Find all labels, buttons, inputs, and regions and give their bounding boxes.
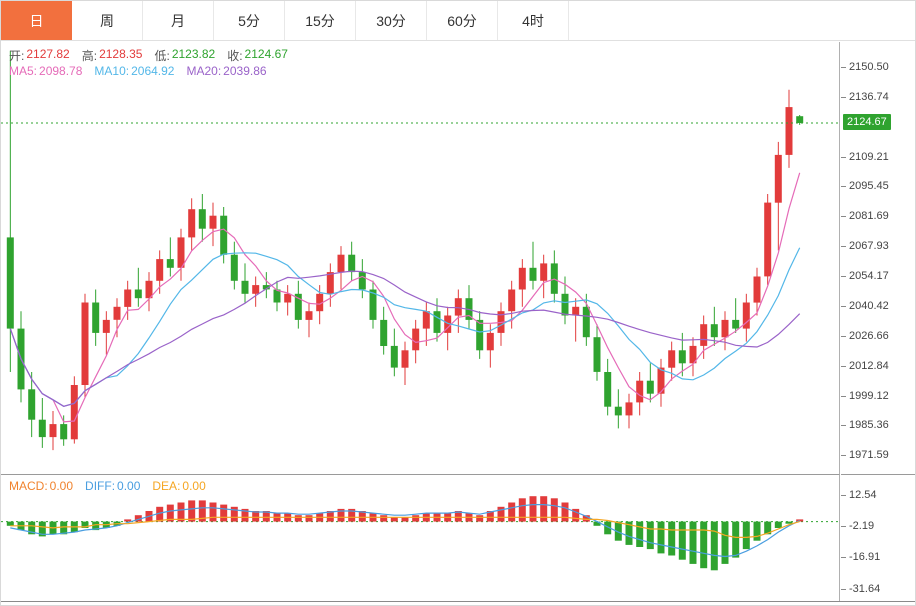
price-axis-label: 2040.42 bbox=[849, 300, 889, 312]
main-chart-panel: 开: 2127.82 高: 2128.35 低: 2123.82 收: 2124.67 … bbox=[1, 42, 840, 474]
macd-readout: MACD: 0.00 DIFF: 0.00 DEA: 0.00 bbox=[9, 479, 206, 493]
price-axis: 2124.67 2150.50 2136.74 2109.21 2095.45 2081… bbox=[841, 42, 915, 474]
price-axis-label: 1985.36 bbox=[849, 419, 889, 431]
ohlc-readout: 开: 2127.82 高: 2128.35 低: 2123.82 收: 2124.67 bbox=[9, 47, 288, 64]
axis-tick bbox=[841, 67, 846, 68]
axis-tick bbox=[841, 97, 846, 98]
axis-tick bbox=[841, 425, 846, 426]
price-axis-label: 2067.93 bbox=[849, 240, 889, 252]
ma5-readout: MA5: 2098.78 bbox=[9, 64, 83, 78]
axis-tick bbox=[841, 216, 846, 217]
ma-lines-layer bbox=[9, 172, 801, 423]
axis-tick bbox=[841, 186, 846, 187]
macd-axis: 12.54 -2.19 -16.91 -31.64 bbox=[841, 474, 915, 601]
low-value: 2123.82 bbox=[171, 47, 216, 61]
dea-value: DEA: 0.00 bbox=[152, 479, 206, 493]
candles-layer bbox=[6, 50, 804, 451]
ma-readout: MA5: 2098.78 MA10: 2064.92 MA20: 2039.86 bbox=[9, 64, 267, 78]
price-axis-label: 2150.50 bbox=[849, 61, 889, 73]
tab-day[interactable]: 日 bbox=[1, 1, 72, 40]
tab-week[interactable]: 周 bbox=[72, 1, 143, 40]
price-axis-label: 2095.45 bbox=[849, 180, 889, 192]
axis-tick bbox=[841, 276, 846, 277]
axis-tick bbox=[841, 589, 846, 590]
axis-tick bbox=[841, 495, 846, 496]
axis-tick bbox=[841, 366, 846, 367]
high-label: 高: bbox=[81, 49, 98, 63]
macd-histogram-layer bbox=[6, 496, 804, 571]
macd-axis-label: -31.64 bbox=[849, 583, 881, 595]
open-label: 开: bbox=[9, 49, 25, 63]
price-axis-label: 1999.12 bbox=[849, 390, 889, 402]
ma10-readout: MA10: 2064.92 bbox=[94, 64, 175, 78]
open-value: 2127.82 bbox=[26, 47, 70, 61]
macd-value: MACD: 0.00 bbox=[9, 479, 74, 493]
close-label: 收: bbox=[227, 49, 243, 63]
axis-tick bbox=[841, 246, 846, 247]
candlestick-chart[interactable] bbox=[1, 42, 840, 474]
tab-4hour[interactable]: 4时 bbox=[498, 1, 569, 40]
axis-tick bbox=[841, 526, 846, 527]
price-axis-label: 2081.69 bbox=[849, 210, 889, 222]
macd-axis-label: 12.54 bbox=[849, 489, 877, 501]
price-axis-label: 2026.66 bbox=[849, 330, 889, 342]
high-value: 2128.35 bbox=[99, 47, 143, 61]
close-value: 2124.67 bbox=[244, 47, 288, 61]
ma20-readout: MA20: 2039.86 bbox=[186, 64, 267, 78]
price-axis-label: 2054.17 bbox=[849, 270, 889, 282]
divider bbox=[1, 601, 915, 602]
price-axis-label: 2012.84 bbox=[849, 360, 889, 372]
diff-value: DIFF: 0.00 bbox=[85, 479, 141, 493]
tab-5min[interactable]: 5分 bbox=[214, 1, 285, 40]
tab-60min[interactable]: 60分 bbox=[427, 1, 498, 40]
price-axis-label: 1971.59 bbox=[849, 449, 889, 461]
macd-axis-label: -16.91 bbox=[849, 551, 881, 563]
tab-15min[interactable]: 15分 bbox=[285, 1, 356, 40]
axis-tick bbox=[841, 455, 846, 456]
macd-axis-label: -2.19 bbox=[849, 520, 875, 532]
price-axis-label: 2109.21 bbox=[849, 151, 889, 163]
axis-tick bbox=[841, 157, 846, 158]
macd-panel: MACD: 0.00 DIFF: 0.00 DEA: 0.00 bbox=[1, 474, 840, 601]
macd-chart[interactable] bbox=[1, 475, 840, 602]
timeframe-tabs: 日 周 月 5分 15分 30分 60分 4时 bbox=[1, 1, 915, 41]
axis-tick bbox=[841, 306, 846, 307]
macd-lines-layer bbox=[10, 504, 800, 558]
tab-month[interactable]: 月 bbox=[143, 1, 214, 40]
axis-tick bbox=[841, 557, 846, 558]
axis-tick bbox=[841, 396, 846, 397]
axis-tick bbox=[841, 336, 846, 337]
current-price-tag: 2124.67 bbox=[843, 114, 891, 130]
price-axis-label: 2136.74 bbox=[849, 91, 889, 103]
low-label: 低: bbox=[154, 49, 170, 63]
tab-30min[interactable]: 30分 bbox=[356, 1, 427, 40]
